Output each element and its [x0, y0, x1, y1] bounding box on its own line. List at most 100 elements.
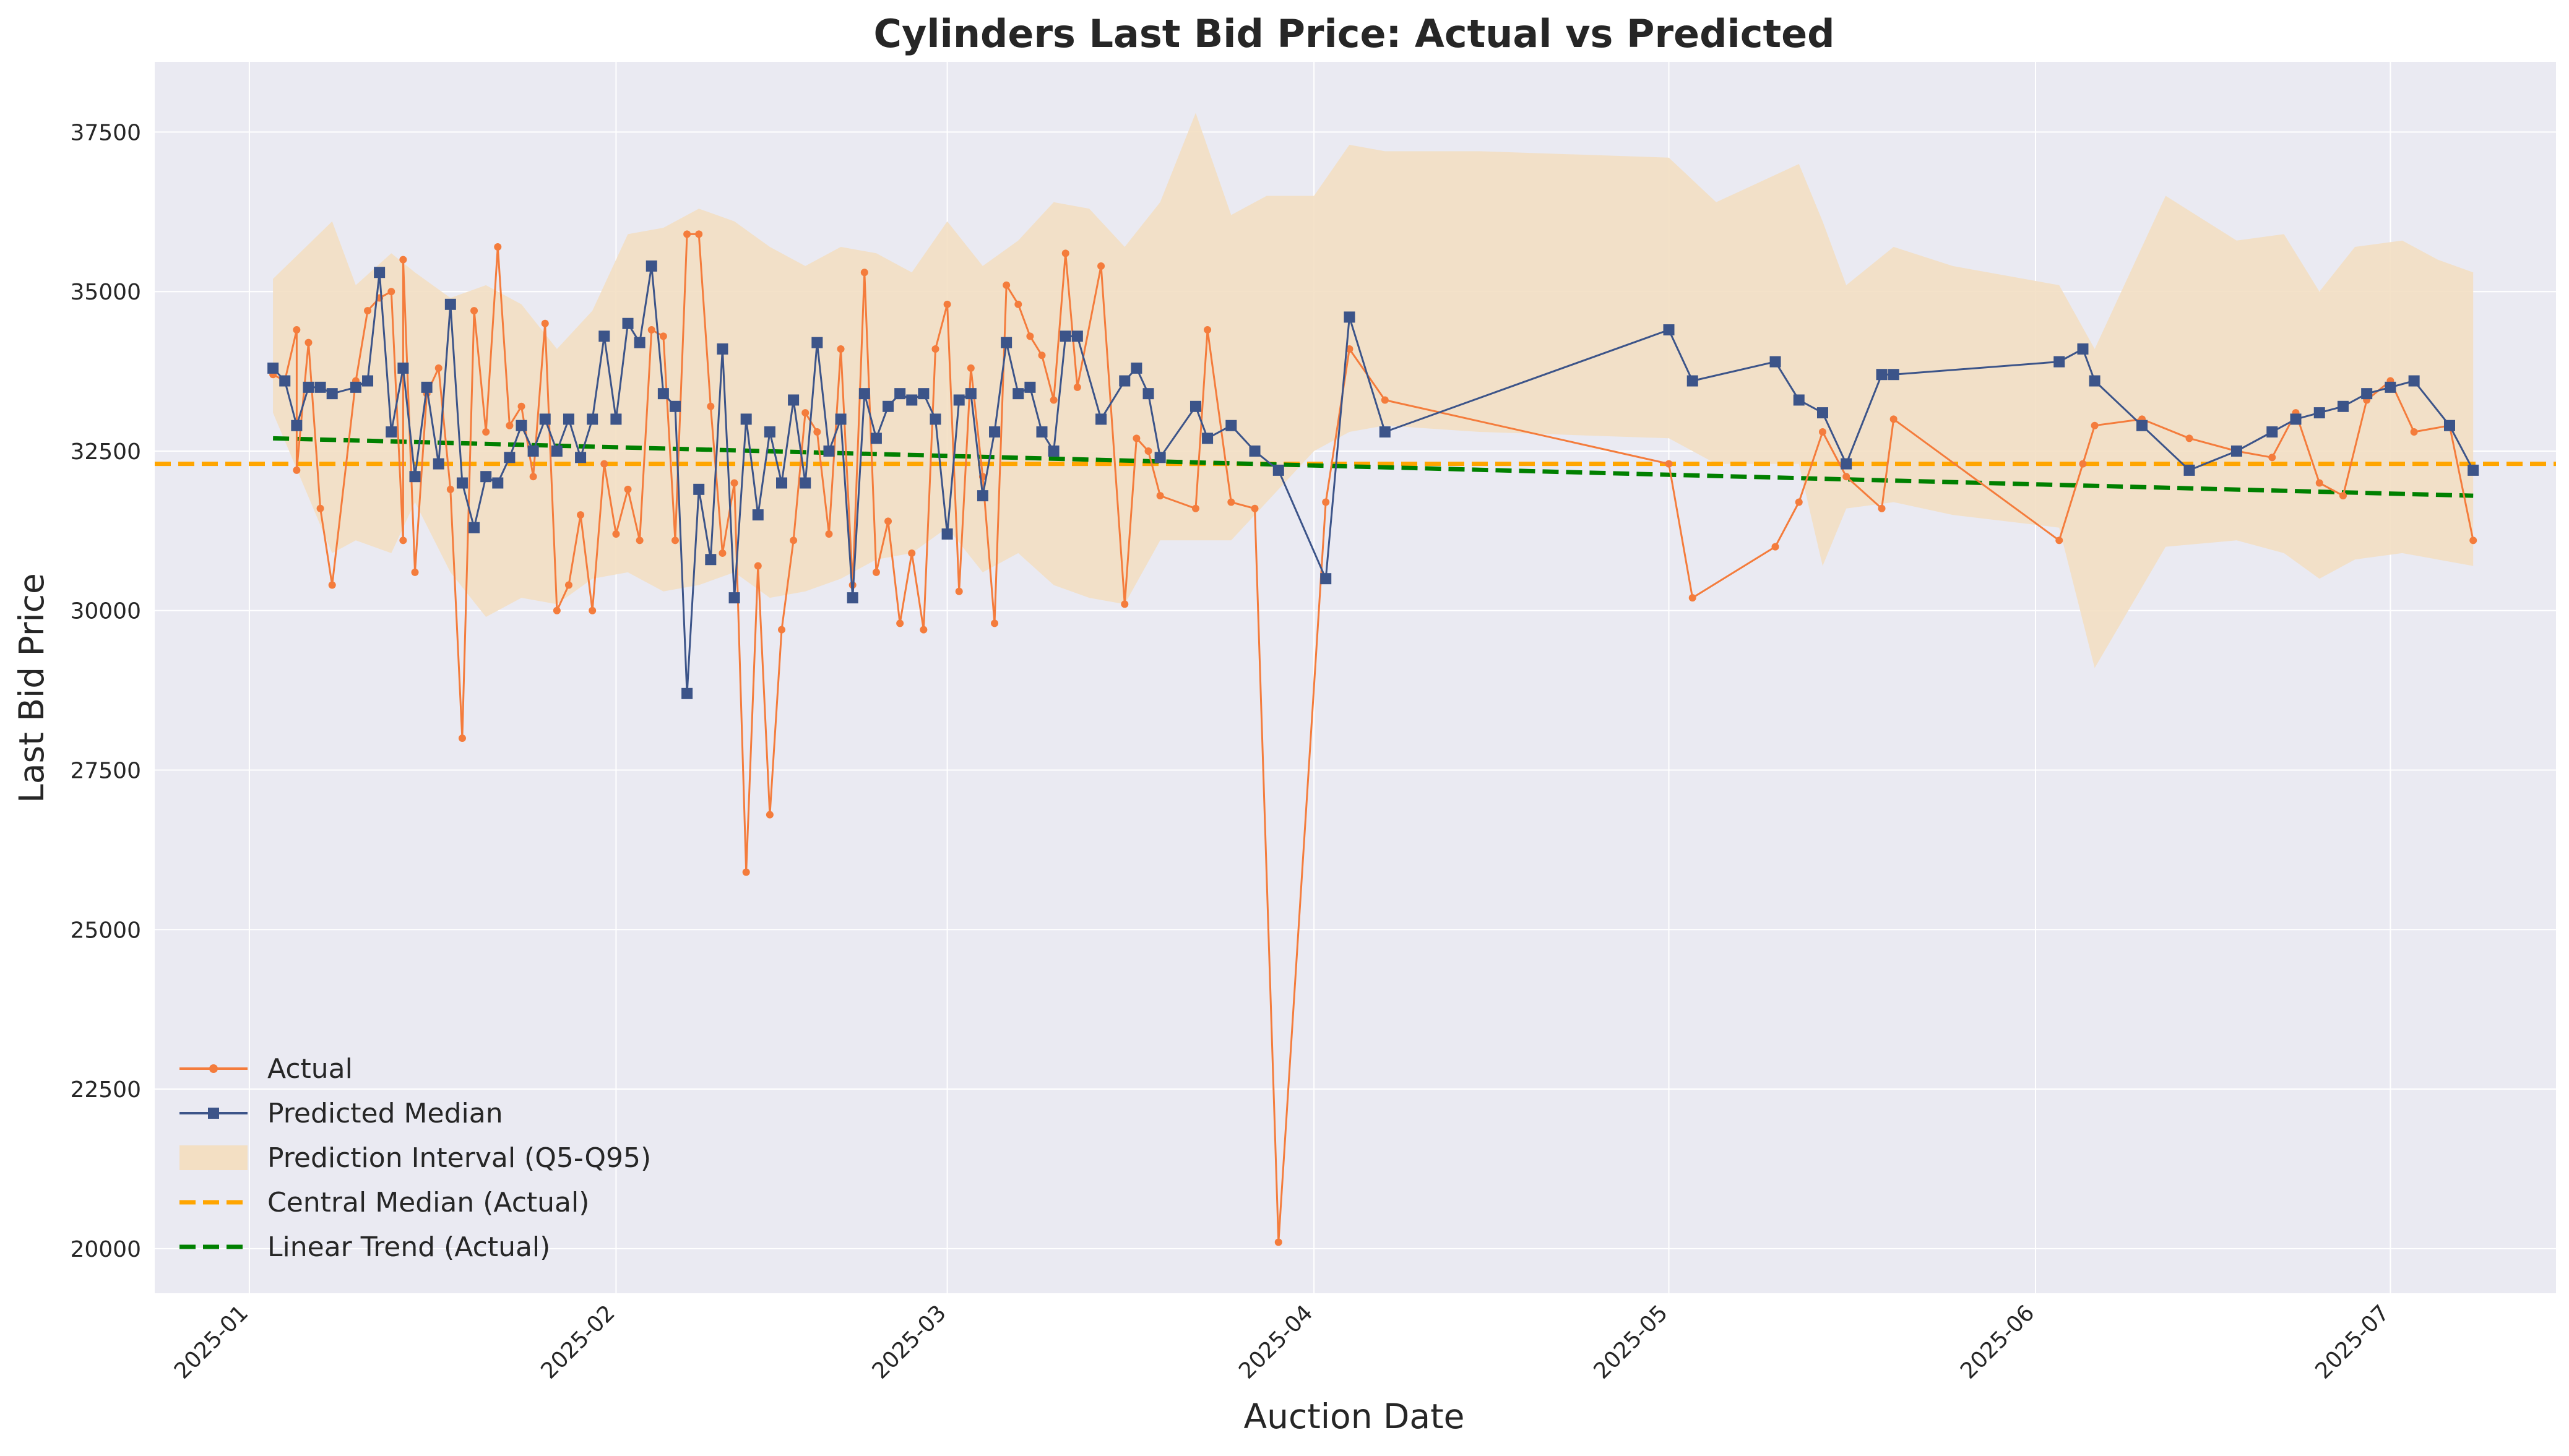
actual-point [730, 479, 738, 487]
actual-point [1795, 498, 1803, 506]
actual-point [624, 485, 632, 493]
actual-point [529, 473, 537, 481]
predicted-point [1379, 426, 1391, 438]
predicted-point [314, 381, 326, 393]
actual-point [1227, 498, 1235, 506]
predicted-point [918, 388, 930, 400]
actual-point [860, 269, 868, 277]
actual-point [1878, 504, 1886, 512]
actual-point [1842, 473, 1850, 481]
predicted-point [1344, 311, 1355, 323]
actual-point [1121, 600, 1129, 608]
y-tick-label: 37500 [70, 120, 141, 145]
predicted-point [2230, 445, 2242, 457]
actual-point [2410, 428, 2418, 436]
actual-point [2055, 536, 2063, 545]
predicted-point [2408, 375, 2420, 387]
predicted-point [1769, 356, 1781, 368]
y-tick-label: 20000 [70, 1237, 141, 1262]
actual-point [293, 326, 301, 334]
predicted-point [953, 394, 965, 406]
predicted-point [2313, 407, 2325, 419]
actual-point [896, 619, 904, 627]
actual-point [908, 549, 916, 557]
predicted-point [858, 388, 870, 400]
actual-point [813, 428, 821, 436]
actual-point [387, 288, 395, 296]
predicted-point [386, 426, 397, 438]
predicted-point [1001, 337, 1012, 348]
actual-point [553, 606, 561, 614]
actual-point [482, 428, 490, 436]
actual-point [2315, 479, 2323, 487]
predicted-point [527, 445, 539, 457]
actual-point [671, 536, 679, 545]
actual-point [1073, 383, 1081, 391]
predicted-point [705, 554, 717, 566]
predicted-point [374, 267, 386, 278]
predicted-point [539, 413, 551, 425]
actual-point [1191, 504, 1199, 512]
predicted-point [977, 490, 988, 502]
predicted-point [1249, 445, 1261, 457]
predicted-point [516, 420, 527, 431]
predicted-point [1320, 573, 1332, 585]
actual-point [2079, 460, 2087, 468]
actual-point [1014, 300, 1022, 308]
predicted-point [634, 337, 645, 348]
predicted-point [681, 687, 693, 699]
actual-point [683, 230, 691, 238]
predicted-point [645, 260, 657, 272]
y-tick-label: 35000 [70, 280, 141, 305]
predicted-point [433, 458, 444, 470]
legend-interval-label: Prediction Interval (Q5-Q95) [267, 1142, 651, 1174]
y-tick-label: 27500 [70, 759, 141, 784]
predicted-point [657, 388, 669, 400]
predicted-point [622, 317, 634, 329]
predicted-point [2290, 413, 2302, 425]
x-axis-label: Auction Date [1243, 1397, 1464, 1436]
actual-point [434, 364, 443, 372]
predicted-point [1272, 464, 1284, 476]
actual-point [328, 581, 336, 589]
actual-point [1251, 504, 1259, 512]
actual-point [564, 581, 572, 589]
predicted-point [823, 445, 835, 457]
actual-point [541, 319, 549, 327]
predicted-point [397, 362, 409, 374]
predicted-point [1036, 426, 1048, 438]
predicted-point [362, 375, 374, 387]
predicted-point [468, 522, 480, 533]
actual-point [1026, 332, 1034, 340]
predicted-point [883, 400, 894, 412]
actual-point [636, 536, 644, 545]
predicted-point [1154, 452, 1166, 463]
actual-point [778, 626, 786, 634]
predicted-point [669, 400, 681, 412]
predicted-point [906, 394, 918, 406]
actual-point [1322, 498, 1330, 506]
actual-point [2091, 421, 2099, 429]
actual-point [517, 402, 525, 410]
actual-point [967, 364, 975, 372]
actual-point [1889, 415, 1898, 423]
actual-point [1381, 396, 1389, 404]
actual-point [1050, 396, 1058, 404]
actual-point [399, 256, 407, 264]
actual-point [399, 536, 407, 545]
predicted-point [575, 452, 587, 463]
predicted-point [2266, 426, 2278, 438]
actual-point [742, 868, 750, 876]
predicted-point [930, 413, 941, 425]
actual-point [1003, 281, 1011, 289]
predicted-median-series [267, 260, 2479, 699]
actual-point [1771, 543, 1779, 551]
predicted-point [811, 337, 823, 348]
actual-point [801, 409, 810, 417]
actual-point [612, 530, 620, 538]
predicted-point [965, 388, 977, 400]
predicted-point [752, 509, 764, 521]
actual-point [931, 345, 939, 353]
predicted-point [800, 477, 811, 489]
actual-point [1688, 594, 1696, 602]
